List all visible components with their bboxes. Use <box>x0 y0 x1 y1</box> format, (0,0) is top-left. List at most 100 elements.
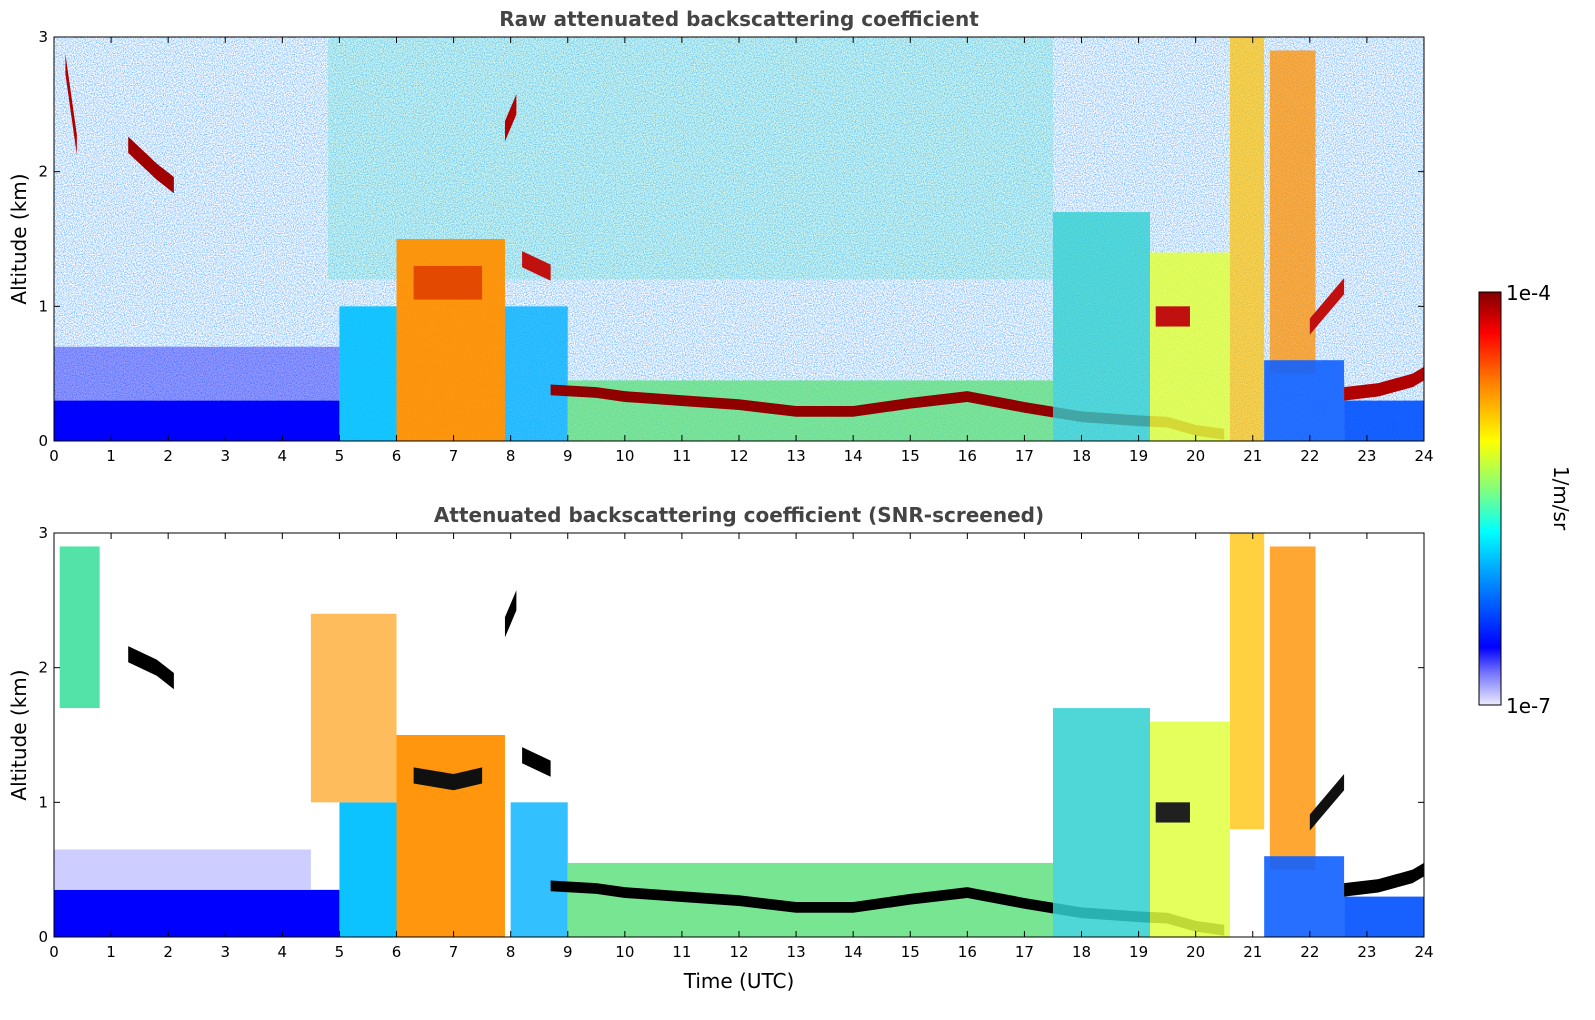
y-tick-label: 2 <box>38 659 48 677</box>
x-tick-label: 18 <box>1072 447 1091 465</box>
y-tick-label: 3 <box>38 28 48 46</box>
heat-low-signal <box>54 889 340 937</box>
x-tick-label: 4 <box>278 943 288 961</box>
x-tick-label: 12 <box>729 943 748 961</box>
heat-cell <box>339 802 397 937</box>
y-tick-label: 1 <box>38 297 48 315</box>
heat-cloud <box>413 767 483 791</box>
heat-cell <box>1229 37 1265 441</box>
x-tick-label: 11 <box>672 447 691 465</box>
heat-cell <box>310 613 397 803</box>
heat-low-signal-fade <box>54 346 340 401</box>
heat-cell <box>1344 896 1424 937</box>
x-tick-label: 4 <box>278 447 288 465</box>
heat-cloud <box>1155 306 1190 327</box>
x-tick-label: 21 <box>1243 447 1262 465</box>
x-tick-label: 9 <box>563 447 573 465</box>
y-tick-label: 2 <box>38 163 48 181</box>
x-tick-label: 18 <box>1072 943 1091 961</box>
y-axis-label-raw: Altitude (km) <box>7 173 31 304</box>
x-tick-label: 6 <box>392 943 402 961</box>
x-tick-label: 14 <box>844 943 863 961</box>
heat-cloud <box>1155 802 1190 823</box>
ticks-screened: 0 1 2 3 4 5 6 7 8 9 10 11 12 13 14 15 16 17 18 19 20 21 22 23 24… <box>38 524 1433 961</box>
heat-cloud <box>128 646 174 690</box>
x-tick-label: 3 <box>220 943 230 961</box>
heat-cell <box>1269 50 1316 374</box>
heat-cell <box>1052 212 1150 441</box>
heat-bl-top <box>550 384 1225 440</box>
x-tick-label: 13 <box>787 447 806 465</box>
x-tick-label: 1 <box>106 943 116 961</box>
heat-cloud <box>1309 774 1345 831</box>
x-tick-label: 2 <box>163 943 173 961</box>
heat-cell <box>1052 708 1150 937</box>
heat-cloud <box>128 136 174 194</box>
y-tick-label: 0 <box>38 928 48 946</box>
colorbar-min-label: 1e-7 <box>1506 694 1551 718</box>
y-tick-label: 1 <box>38 793 48 811</box>
x-tick-label: 14 <box>844 447 863 465</box>
heat-cloud <box>1344 366 1424 401</box>
heat-cell <box>339 306 397 441</box>
y-tick-label: 0 <box>38 432 48 450</box>
x-tick-label: 16 <box>958 943 977 961</box>
x-tick-label: 23 <box>1357 943 1376 961</box>
x-axis-label: Time (UTC) <box>683 969 795 993</box>
x-tick-label: 15 <box>901 447 920 465</box>
heat-cell <box>510 802 568 937</box>
x-tick-label: 20 <box>1186 943 1205 961</box>
x-tick-label: 9 <box>563 943 573 961</box>
heat-cell <box>1264 856 1345 937</box>
x-tick-label: 13 <box>787 943 806 961</box>
heat-cell <box>504 306 568 441</box>
x-tick-label: 2 <box>163 447 173 465</box>
x-tick-label: 12 <box>729 447 748 465</box>
x-tick-label: 0 <box>49 943 59 961</box>
x-tick-label: 11 <box>672 943 691 961</box>
heat-cell <box>1344 400 1424 441</box>
x-tick-label: 19 <box>1129 943 1148 961</box>
x-tick-label: 23 <box>1357 447 1376 465</box>
x-tick-label: 22 <box>1300 447 1319 465</box>
heat-cloud <box>522 747 551 777</box>
x-tick-label: 17 <box>1015 447 1034 465</box>
heat-cloud <box>504 590 517 638</box>
heat-cloud <box>504 94 517 142</box>
x-tick-label: 8 <box>506 943 516 961</box>
plot-title-raw: Raw attenuated backscattering coefficien… <box>499 7 979 31</box>
x-tick-label: 19 <box>1129 447 1148 465</box>
plot-title-screened: Attenuated backscattering coefficient (S… <box>434 503 1044 527</box>
heat-cell <box>1150 721 1230 937</box>
heat-cloud <box>1344 862 1424 897</box>
heatmap-screened <box>54 533 1424 937</box>
x-tick-label: 20 <box>1186 447 1205 465</box>
colorbar <box>1478 291 1502 706</box>
heat-cell <box>59 546 100 709</box>
x-tick-label: 24 <box>1414 447 1433 465</box>
heat-low-signal <box>54 400 340 441</box>
x-tick-label: 3 <box>220 447 230 465</box>
x-tick-label: 5 <box>335 447 345 465</box>
x-tick-label: 8 <box>506 447 516 465</box>
heat-bl-top <box>550 880 1225 936</box>
colorbar-unit-label: 1/m/sr <box>1549 466 1573 531</box>
x-tick-label: 0 <box>49 447 59 465</box>
x-tick-label: 17 <box>1015 943 1034 961</box>
heat-cell <box>1269 546 1316 870</box>
ticks-raw: 0 1 2 3 4 5 6 7 8 9 10 11 12 13 14 15 16 17 18 19 20 21 22 23 24… <box>38 28 1433 465</box>
x-tick-label: 16 <box>958 447 977 465</box>
x-tick-label: 6 <box>392 447 402 465</box>
x-tick-label: 24 <box>1414 943 1433 961</box>
heat-low-signal-fade <box>54 849 311 890</box>
heat-cloud <box>65 53 77 155</box>
y-axis-label-screened: Altitude (km) <box>7 669 31 800</box>
heat-cloud <box>522 251 551 281</box>
colorbar-max-label: 1e-4 <box>1506 281 1551 305</box>
heat-cell <box>1150 252 1230 441</box>
heat-bl <box>567 862 1053 937</box>
x-tick-label: 5 <box>335 943 345 961</box>
x-tick-label: 10 <box>615 943 634 961</box>
x-tick-label: 15 <box>901 943 920 961</box>
